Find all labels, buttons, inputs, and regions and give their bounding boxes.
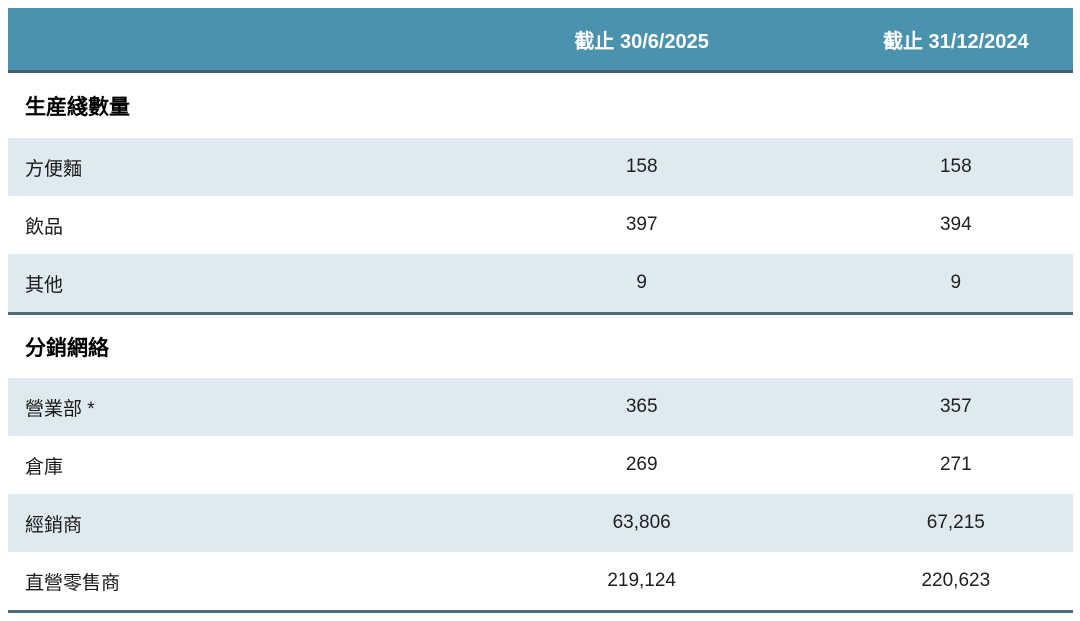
row-value-2025: 219,124 (607, 570, 676, 591)
row-value-2025: 158 (625, 156, 658, 177)
column-header-2024: 截止 31/12/2024 (883, 30, 1029, 53)
table-row-instant-noodles: 方便麵 158 158 (8, 138, 1073, 196)
row-value-2025: 269 (625, 454, 658, 475)
table-row-distributors: 經銷商 63,806 67,215 (8, 494, 1073, 552)
row-label: 直營零售商 (25, 572, 121, 594)
row-label: 倉庫 (25, 456, 64, 478)
statistics-table: 截止 30/6/2025 截止 31/12/2024 生産綫數量 方便麵 158… (8, 8, 1073, 613)
row-value-2024: 394 (939, 214, 972, 235)
row-value-2024: 158 (939, 156, 972, 177)
row-value-2024: 220,623 (921, 570, 991, 591)
row-label: 營業部 * (25, 398, 95, 420)
table-row-warehouses: 倉庫 269 271 (8, 436, 1073, 494)
table-row-sales-offices: 營業部 * 365 357 (8, 378, 1073, 436)
row-value-2025: 9 (636, 272, 647, 293)
section-title-production-lines: 生産綫數量 (8, 73, 1073, 138)
row-label: 方便麵 (25, 158, 83, 180)
row-value-2024: 357 (939, 396, 972, 417)
table-row-others: 其他 9 9 (8, 254, 1073, 315)
row-value-2025: 397 (625, 214, 658, 235)
row-label: 飲品 (25, 216, 64, 238)
column-header-2025: 截止 30/6/2025 (574, 30, 709, 53)
row-value-2025: 63,806 (612, 512, 671, 533)
section-title-distribution-network: 分銷網絡 (8, 315, 1073, 378)
row-value-2024: 67,215 (926, 512, 985, 533)
row-value-2025: 365 (625, 396, 658, 417)
table-row-beverages: 飲品 397 394 (8, 196, 1073, 254)
table-row-direct-retailers: 直營零售商 219,124 220,623 (8, 552, 1073, 613)
row-label: 其他 (25, 274, 64, 296)
row-value-2024: 9 (950, 272, 962, 293)
row-value-2024: 271 (939, 454, 972, 475)
table-header-row: 截止 30/6/2025 截止 31/12/2024 (8, 8, 1073, 73)
row-label: 經銷商 (25, 514, 83, 536)
